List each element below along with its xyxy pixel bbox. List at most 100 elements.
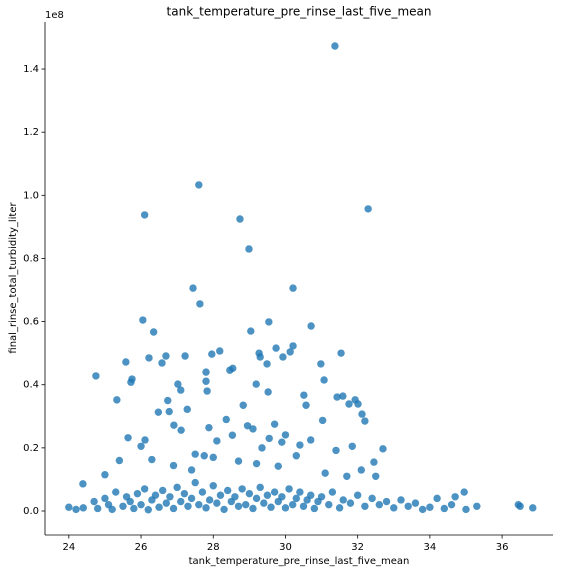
point [296, 441, 304, 449]
point [183, 405, 191, 414]
point [130, 504, 138, 513]
point [364, 205, 372, 213]
point [516, 502, 524, 510]
point [270, 488, 279, 496]
point [213, 499, 221, 507]
point [108, 505, 116, 514]
point [379, 445, 387, 453]
point [137, 442, 145, 450]
point [234, 502, 243, 510]
point [353, 491, 362, 499]
point [173, 483, 181, 492]
point [159, 486, 167, 495]
point [346, 499, 355, 507]
point [299, 502, 308, 510]
point [141, 436, 149, 444]
point [203, 387, 211, 395]
point [177, 497, 185, 506]
point [65, 503, 73, 511]
point [137, 500, 145, 509]
point [245, 245, 253, 253]
x-tick-label: 36 [496, 542, 509, 553]
point [285, 485, 293, 493]
x-tick-label: 28 [207, 542, 220, 553]
point [205, 423, 213, 432]
point [195, 181, 203, 189]
point [112, 488, 120, 496]
point [191, 478, 199, 487]
point [375, 500, 384, 509]
point [94, 504, 102, 513]
point [370, 458, 378, 466]
y-tick-label: 0.8 [23, 253, 39, 264]
point [263, 360, 271, 368]
point [139, 316, 147, 324]
point [264, 388, 272, 396]
point [343, 472, 351, 480]
point [208, 350, 216, 358]
point [158, 359, 166, 367]
point [368, 494, 376, 503]
point [258, 444, 266, 452]
point [317, 493, 326, 501]
point [127, 378, 135, 386]
point [397, 496, 405, 504]
point [292, 494, 300, 503]
point [348, 442, 356, 450]
point [331, 42, 339, 50]
point [337, 349, 345, 357]
point [332, 446, 340, 455]
point [270, 420, 279, 428]
point [222, 415, 230, 424]
point [169, 461, 178, 470]
point [296, 488, 304, 496]
point [149, 328, 158, 336]
point [133, 489, 142, 498]
point [144, 506, 152, 514]
point [426, 503, 434, 511]
point [198, 488, 207, 496]
point [187, 466, 196, 474]
y-tick-label: 1.4 [23, 64, 39, 75]
point [101, 471, 109, 479]
y-axis-label: final_rinse_total_turbidity_liter [8, 202, 19, 354]
point [317, 360, 325, 368]
point [195, 500, 203, 509]
point [202, 504, 210, 512]
point [252, 380, 260, 388]
point [358, 410, 366, 418]
point [169, 504, 178, 513]
point [202, 377, 210, 385]
point [180, 489, 189, 498]
point [170, 421, 178, 429]
point [177, 386, 185, 394]
point [382, 497, 391, 506]
point [462, 505, 470, 514]
point [140, 485, 149, 493]
point [177, 426, 185, 434]
point [72, 505, 80, 514]
point [307, 491, 315, 499]
y-tick-label: 1.2 [23, 127, 39, 138]
x-tick-label: 34 [424, 542, 437, 553]
point [451, 493, 459, 501]
point [418, 505, 427, 514]
point [249, 504, 257, 513]
point [124, 434, 132, 442]
point [281, 431, 290, 439]
y-tick-label: 0.4 [23, 380, 39, 391]
point [122, 358, 130, 366]
point [119, 502, 127, 510]
point [145, 354, 153, 362]
point [372, 472, 380, 480]
point [247, 327, 255, 335]
point [213, 437, 221, 445]
point [202, 368, 210, 376]
point [196, 300, 204, 308]
point [260, 499, 268, 507]
point [310, 504, 319, 513]
point [252, 459, 261, 468]
point [229, 364, 237, 373]
point [256, 353, 264, 361]
point [90, 497, 98, 506]
